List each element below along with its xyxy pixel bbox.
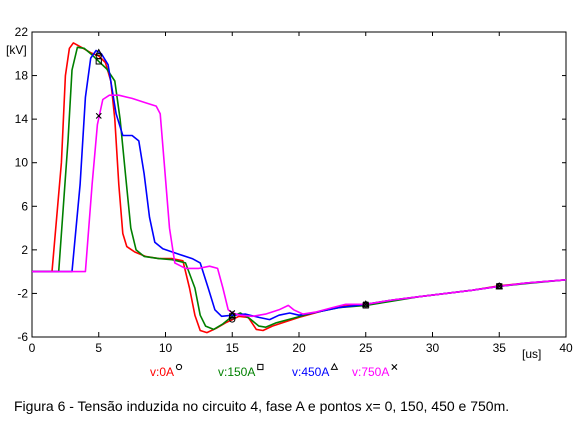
legend: v:0A v:150A v:450A v:750A xyxy=(150,362,398,379)
figure-caption: Figura 6 - Tensão induzida no circuito 4… xyxy=(14,398,510,414)
marker-x-3 xyxy=(229,310,236,317)
series-line-2 xyxy=(32,49,567,321)
marker-triangle-2 xyxy=(361,300,370,308)
marker-triangle-2 xyxy=(94,48,103,56)
x-tick-label: 30 xyxy=(426,341,440,355)
x-tick-label: 10 xyxy=(159,341,173,355)
marker-square-1 xyxy=(95,58,102,65)
legend-marker-3 xyxy=(391,364,398,370)
series-line-3 xyxy=(32,94,567,318)
series-layer xyxy=(32,42,567,334)
series-line-1 xyxy=(32,46,567,331)
marker-layer xyxy=(94,48,504,323)
y-tick-label: -6 xyxy=(17,330,28,344)
marker-x-3 xyxy=(95,112,102,119)
y-tick-label: 6 xyxy=(21,199,28,213)
x-axis-label: [us] xyxy=(522,347,541,361)
marker-triangle-2 xyxy=(495,282,504,290)
y-tick-label: 22 xyxy=(15,25,29,39)
x-tick-label: 20 xyxy=(292,341,306,355)
legend-label-1: v:150A xyxy=(218,365,255,379)
marker-x-3 xyxy=(362,301,369,308)
legend-label-0: v:0A xyxy=(150,365,174,379)
y-tick-label: -2 xyxy=(17,286,28,300)
x-tick-label: 15 xyxy=(226,341,240,355)
legend-marker-0 xyxy=(175,363,183,371)
y-tick-label: 18 xyxy=(15,69,29,83)
x-tick-label: 35 xyxy=(493,341,507,355)
tick-layer: 0 5 10 15 20 25 30 35 40 -6 -2 2 6 10 14 18 22 xyxy=(15,25,573,355)
x-tick-label: 5 xyxy=(95,341,102,355)
y-tick-label: 10 xyxy=(15,156,29,170)
legend-label-3: v:750A xyxy=(352,365,389,379)
y-tick-label: 14 xyxy=(15,112,29,126)
marker-circle-0 xyxy=(229,316,236,323)
y-axis-label: [kV] xyxy=(6,43,27,57)
legend-label-2: v:450A xyxy=(292,365,329,379)
x-tick-label: 0 xyxy=(29,341,36,355)
marker-x-3 xyxy=(496,283,503,290)
x-tick-label: 25 xyxy=(359,341,373,355)
legend-marker-1 xyxy=(257,363,264,371)
y-tick-label: 2 xyxy=(21,243,28,257)
x-tick-label: 40 xyxy=(559,341,573,355)
legend-marker-2 xyxy=(330,362,339,370)
